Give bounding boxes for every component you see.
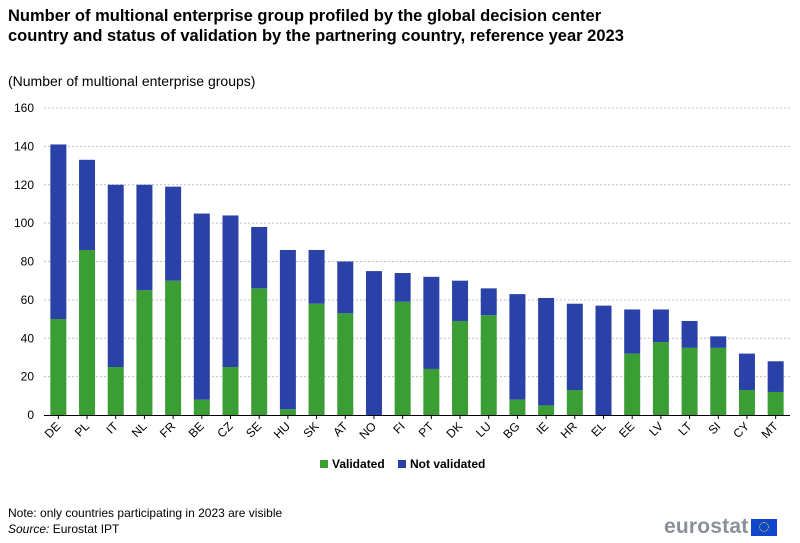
bar-validated-be [193, 399, 210, 415]
bar-validated-de [50, 319, 67, 415]
y-tick-label: 160 [14, 101, 34, 115]
x-tick-label: LT [676, 419, 696, 439]
bar-validated-at [337, 313, 354, 415]
bar-not-validated-se [251, 226, 268, 289]
bar-not-validated-ee [624, 309, 641, 354]
bar-validated-pt [423, 368, 440, 415]
x-tick-label: LU [473, 419, 494, 440]
x-tick-label: FI [390, 419, 407, 436]
bar-validated-dk [452, 320, 469, 415]
bar-validated-cy [738, 390, 755, 415]
bar-validated-lu [480, 315, 497, 415]
bar-not-validated-pl [79, 159, 96, 250]
y-tick-label: 0 [27, 408, 34, 422]
bar-not-validated-ie [538, 297, 555, 406]
x-tick-label: DK [443, 419, 465, 441]
source-line: Source: Eurostat IPT [8, 521, 119, 537]
bar-validated-lv [652, 342, 669, 415]
x-tick-label: HR [558, 419, 580, 441]
bar-not-validated-fi [394, 273, 411, 302]
bar-validated-nl [136, 290, 153, 415]
bar-not-validated-sk [308, 249, 325, 304]
bar-not-validated-hr [566, 303, 583, 391]
bar-not-validated-de [50, 144, 67, 320]
x-tick-label: IT [103, 419, 121, 437]
source-text: Eurostat IPT [49, 522, 120, 536]
bar-not-validated-be [193, 213, 210, 400]
bar-not-validated-no [365, 271, 382, 415]
y-tick-label: 120 [14, 178, 34, 192]
bar-not-validated-pt [423, 276, 440, 369]
bar-validated-sk [308, 303, 325, 415]
bar-not-validated-bg [509, 294, 526, 400]
x-tick-label: PT [416, 419, 437, 440]
x-tick-label: MT [759, 419, 782, 442]
bar-validated-cz [222, 367, 239, 415]
bar-not-validated-nl [136, 184, 153, 291]
x-tick-label: IE [533, 419, 551, 437]
x-tick-label: SE [243, 419, 264, 440]
bar-not-validated-hu [279, 249, 296, 410]
x-tick-label: SI [705, 419, 723, 437]
bar-not-validated-si [710, 336, 727, 348]
x-tick-label: CY [730, 419, 752, 441]
x-tick-label: EL [588, 419, 609, 440]
x-tick-label: NL [129, 419, 150, 440]
bar-not-validated-at [337, 261, 354, 314]
bar-not-validated-lt [681, 320, 698, 348]
x-tick-label: BG [500, 419, 522, 441]
bar-not-validated-fr [165, 186, 182, 281]
chart-subtitle: (Number of multional enterprise groups) [8, 73, 256, 89]
chart-title: Number of multional enterprise group pro… [8, 7, 624, 45]
bar-validated-fi [394, 301, 411, 415]
bar-validated-si [710, 347, 727, 415]
x-tick-label: HU [271, 419, 293, 441]
bar-validated-hu [279, 409, 296, 415]
bar-not-validated-mt [767, 361, 784, 392]
x-tick-label: AT [330, 419, 351, 440]
y-tick-label: 40 [21, 331, 35, 345]
bar-validated-mt [767, 391, 784, 415]
x-tick-label: NO [356, 419, 379, 442]
bar-validated-bg [509, 399, 526, 415]
legend-label: Validated [332, 457, 385, 471]
x-tick-label: SK [300, 419, 321, 440]
legend-label: Not validated [410, 457, 485, 471]
source-label: Source: [8, 522, 50, 536]
bar-validated-se [251, 288, 268, 415]
bar-validated-fr [165, 280, 182, 415]
eurostat-logo: eurostat [664, 515, 778, 539]
x-tick-label: PL [72, 419, 93, 440]
x-tick-label: LV [646, 419, 666, 439]
logo-text: eurostat [664, 515, 749, 538]
bar-not-validated-lu [480, 288, 497, 316]
y-tick-label: 20 [21, 370, 35, 384]
bar-validated-ie [538, 405, 555, 415]
x-tick-label: EE [616, 419, 637, 440]
legend-swatch-validated [320, 460, 328, 468]
x-tick-label: FR [157, 419, 178, 440]
y-tick-label: 60 [21, 293, 35, 307]
y-tick-label: 140 [14, 139, 34, 153]
bar-not-validated-el [595, 305, 612, 415]
x-tick-label: BE [186, 419, 207, 440]
bar-not-validated-lv [652, 309, 669, 343]
bar-validated-lt [681, 347, 698, 415]
bar-not-validated-it [107, 184, 124, 368]
x-tick-label: CZ [214, 419, 235, 440]
bar-validated-ee [624, 353, 641, 415]
y-tick-label: 100 [14, 216, 34, 230]
bar-validated-it [107, 367, 124, 415]
bar-not-validated-cz [222, 215, 239, 368]
stacked-bar-chart: 0 20 40 60 80 100 120 140 160 DE PL IT NL FR BE CZ SE HU S… [14, 101, 790, 471]
bar-validated-pl [79, 249, 96, 415]
bar-not-validated-dk [452, 280, 469, 321]
bar-validated-hr [566, 390, 583, 415]
bar-not-validated-cy [738, 353, 755, 391]
x-tick-label: DE [42, 419, 64, 441]
legend-swatch-not-validated [398, 460, 406, 468]
eu-flag-icon [751, 518, 778, 536]
y-tick-label: 80 [21, 255, 35, 269]
footnote: Note: only countries participating in 20… [8, 506, 283, 520]
